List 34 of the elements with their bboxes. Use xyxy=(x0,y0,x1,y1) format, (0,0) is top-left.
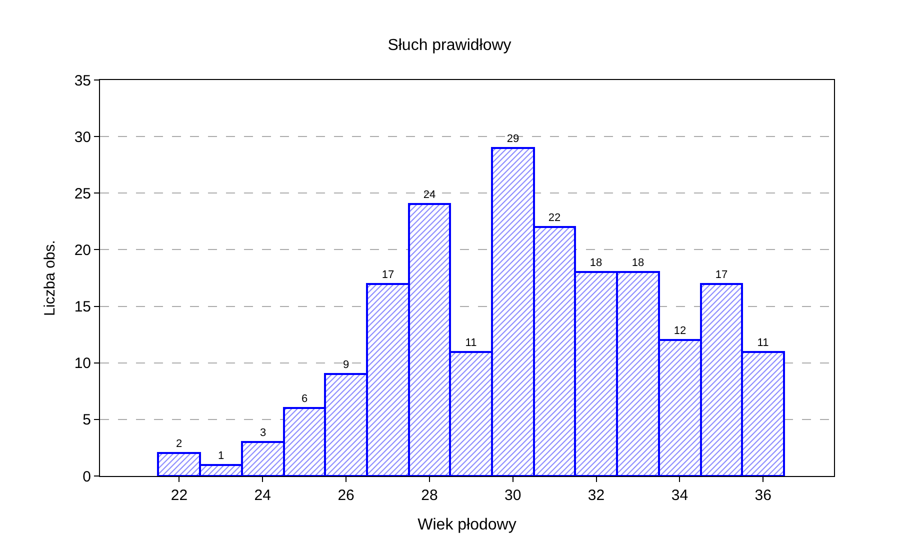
data-label: 6 xyxy=(301,393,308,405)
x-tick-label: 28 xyxy=(421,487,438,504)
data-label: 18 xyxy=(590,257,602,269)
y-tick-label: 30 xyxy=(74,128,91,146)
x-tick-label: 32 xyxy=(588,487,605,504)
y-axis-title: Liczba obs. xyxy=(42,240,59,316)
x-tick-label: 36 xyxy=(754,487,772,504)
data-label: 9 xyxy=(342,359,350,371)
y-tick-label: 10 xyxy=(74,355,91,372)
x-tick-label: 24 xyxy=(254,487,271,504)
data-label: 17 xyxy=(715,269,728,281)
y-tick-label: 35 xyxy=(74,72,91,90)
x-tick-label: 30 xyxy=(504,487,522,504)
y-tick-label: 5 xyxy=(82,412,91,429)
x-tick-label: 34 xyxy=(671,487,688,504)
data-label: 22 xyxy=(548,212,561,224)
chart-title: Słuch prawidłowy xyxy=(388,37,512,54)
y-tick-label: 15 xyxy=(74,298,91,316)
data-label: 3 xyxy=(260,427,266,439)
data-label: 2 xyxy=(176,438,182,450)
data-label: 11 xyxy=(757,337,769,349)
y-tick-label: 25 xyxy=(74,185,91,202)
y-tick-label: 20 xyxy=(74,242,91,259)
data-label: 18 xyxy=(632,257,644,269)
data-label: 24 xyxy=(423,189,436,201)
x-tick-label: 22 xyxy=(170,487,188,504)
x-axis-title: Wiek płodowy xyxy=(418,516,516,534)
x-tick-label: 26 xyxy=(338,487,354,504)
data-label: 17 xyxy=(382,269,394,281)
data-label: 29 xyxy=(506,133,520,145)
data-label: 12 xyxy=(674,325,686,337)
y-tick-label: 0 xyxy=(82,468,91,486)
data-label: 1 xyxy=(218,450,224,462)
data-label: 11 xyxy=(465,337,477,349)
